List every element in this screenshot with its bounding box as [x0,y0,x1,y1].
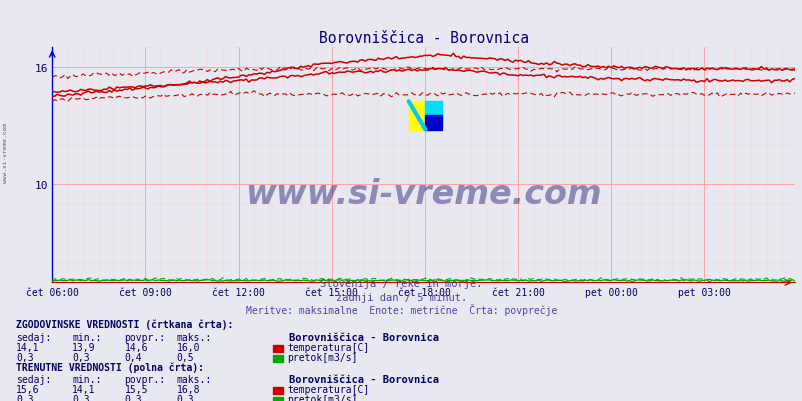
FancyBboxPatch shape [425,102,442,116]
Text: temperatura[C]: temperatura[C] [287,342,369,352]
Text: 16,0: 16,0 [176,342,200,352]
Text: 0,3: 0,3 [72,394,90,401]
Text: Slovenija / reke in morje.: Slovenija / reke in morje. [320,279,482,289]
Text: 15,6: 15,6 [16,384,39,394]
Text: 15,5: 15,5 [124,384,148,394]
Text: 0,3: 0,3 [176,394,194,401]
Text: 13,9: 13,9 [72,342,95,352]
Text: min.:: min.: [72,332,102,342]
Text: Borovniščica - Borovnica: Borovniščica - Borovnica [289,332,439,342]
FancyBboxPatch shape [408,102,425,130]
Text: 0,5: 0,5 [176,352,194,362]
Text: 14,1: 14,1 [16,342,39,352]
Text: TRENUTNE VREDNOSTI (polna črta):: TRENUTNE VREDNOSTI (polna črta): [16,362,204,372]
Text: 0,3: 0,3 [124,394,142,401]
Text: maks.:: maks.: [176,374,212,384]
Title: Borovniščica - Borovnica: Borovniščica - Borovnica [318,30,528,46]
Text: 0,4: 0,4 [124,352,142,362]
Text: sedaj:: sedaj: [16,332,51,342]
Text: min.:: min.: [72,374,102,384]
Text: www.si-vreme.com: www.si-vreme.com [3,122,8,182]
Text: Borovniščica - Borovnica: Borovniščica - Borovnica [289,374,439,384]
Text: www.si-vreme.com: www.si-vreme.com [245,177,602,210]
Text: 0,3: 0,3 [16,394,34,401]
Text: 16,8: 16,8 [176,384,200,394]
Text: maks.:: maks.: [176,332,212,342]
Text: pretok[m3/s]: pretok[m3/s] [287,394,358,401]
Text: povpr.:: povpr.: [124,332,165,342]
FancyBboxPatch shape [425,116,442,130]
Text: povpr.:: povpr.: [124,374,165,384]
Text: Meritve: maksimalne  Enote: metrične  Črta: povprečje: Meritve: maksimalne Enote: metrične Črta… [245,303,557,315]
Text: 0,3: 0,3 [72,352,90,362]
Text: temperatura[C]: temperatura[C] [287,384,369,394]
Text: zadnji dan / 5 minut.: zadnji dan / 5 minut. [335,292,467,302]
Text: sedaj:: sedaj: [16,374,51,384]
Text: 14,1: 14,1 [72,384,95,394]
Text: ZGODOVINSKE VREDNOSTI (črtkana črta):: ZGODOVINSKE VREDNOSTI (črtkana črta): [16,318,233,329]
Text: 0,3: 0,3 [16,352,34,362]
Text: 14,6: 14,6 [124,342,148,352]
Text: pretok[m3/s]: pretok[m3/s] [287,352,358,362]
